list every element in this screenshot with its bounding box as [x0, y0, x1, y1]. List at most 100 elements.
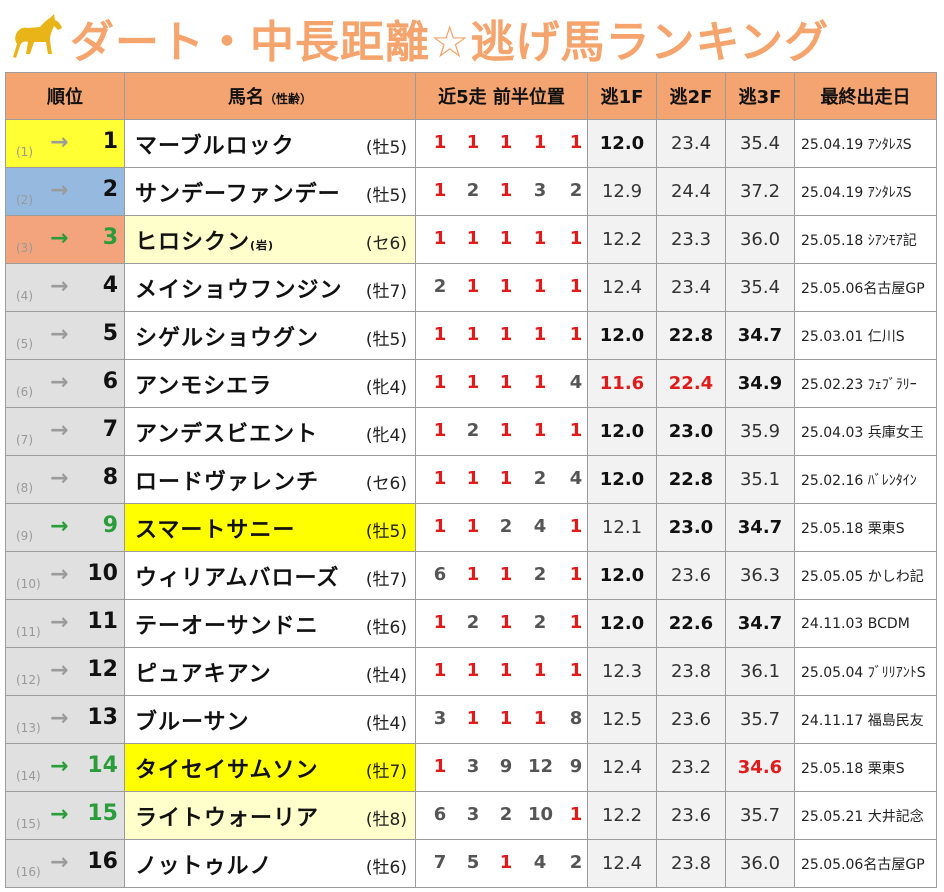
header-row: 順位 馬名（性齢） 近5走 前半位置 逃1F 逃2F 逃3F 最終出走日	[5, 72, 937, 120]
positions-cell: 1 3 9 12 9	[415, 743, 588, 792]
arrow-icon: →	[50, 274, 69, 299]
rank-cell: (4) → 4	[5, 263, 125, 312]
horse-name: タイセイサムソン	[135, 758, 319, 783]
horse-name: アンモシエラ	[135, 374, 273, 399]
f3-time: 34.9	[725, 359, 795, 408]
f2-time: 22.8	[656, 311, 726, 360]
position-value: 1	[499, 372, 513, 393]
table-row: (12) → 12 ピュアキアン (牡4) 1 1 1 1 1 12.3 23.8 36.1 25.05.…	[5, 647, 937, 696]
sex-age: (牡6)	[365, 618, 407, 638]
last-race: 25.02.16 ﾊﾞﾚﾝﾀｲﾝ	[794, 455, 937, 504]
horse-name-cell: ヒロシクン(岩) (セ6)	[124, 215, 416, 264]
table-row: (13) → 13 ブルーサン (牡4) 3 1 1 1 8 12.5 23.6 35.7 24.11.1…	[5, 695, 937, 744]
rank-cell: (6) → 6	[5, 359, 125, 408]
position-value: 1	[433, 468, 447, 489]
last-race: 25.05.18 栗東S	[794, 743, 937, 792]
position-value: 1	[569, 660, 583, 681]
table-row: (1) → 1 マーブルロック (牡5) 1 1 1 1 1 12.0 23.4 35.4 25.04.1…	[5, 119, 937, 168]
previous-rank: (1)	[16, 145, 33, 159]
arrow-icon: →	[50, 754, 69, 779]
horse-name: アンデスビエント	[135, 422, 319, 447]
position-value: 2	[499, 804, 513, 825]
horse-name: ウィリアムバローズ	[135, 566, 340, 591]
last-race: 25.03.01 仁川S	[794, 311, 937, 360]
f1-time: 12.0	[587, 599, 657, 648]
f2-time: 23.4	[656, 119, 726, 168]
table-row: (4) → 4 メイショウフンジン (牡7) 2 1 1 1 1 12.4 23.4 35.4 25.05…	[5, 263, 937, 312]
position-value: 2	[499, 516, 513, 537]
previous-rank: (6)	[16, 385, 33, 399]
arrow-icon: →	[50, 658, 69, 683]
horse-name-cell: ライトウォーリア (牡8)	[124, 791, 416, 840]
f2-time: 23.8	[656, 839, 726, 888]
header-name: 馬名（性齢）	[124, 72, 416, 120]
horse-name: スマートサニー	[135, 518, 296, 543]
f1-time: 12.2	[587, 791, 657, 840]
position-value: 1	[569, 420, 583, 441]
ranking-table: 順位 馬名（性齢） 近5走 前半位置 逃1F 逃2F 逃3F 最終出走日 (1)…	[5, 72, 937, 888]
f1-time: 12.0	[587, 551, 657, 600]
last-race: 25.05.04 ﾌﾞﾘﾘｱﾝﾄS	[794, 647, 937, 696]
previous-rank: (2)	[16, 193, 33, 207]
position-value: 9	[499, 756, 513, 777]
position-value: 2	[569, 852, 583, 873]
position-value: 4	[533, 852, 547, 873]
position-value: 1	[466, 564, 480, 585]
horse-name-cell: ロードヴァレンチ (セ6)	[124, 455, 416, 504]
arrow-icon: →	[50, 802, 69, 827]
position-value: 1	[569, 804, 583, 825]
f3-time: 36.1	[725, 647, 795, 696]
position-value: 1	[569, 228, 583, 249]
table-row: (6) → 6 アンモシエラ (牝4) 1 1 1 1 4 11.6 22.4 34.9 25.02.23…	[5, 359, 937, 408]
f1-time: 12.0	[587, 407, 657, 456]
rank-number: 13	[87, 705, 118, 730]
table-row: (7) → 7 アンデスビエント (牝4) 1 2 1 1 1 12.0 23.0 35.9 25.04.…	[5, 407, 937, 456]
horse-icon	[13, 14, 62, 58]
previous-rank: (14)	[16, 769, 41, 783]
f2-time: 22.8	[656, 455, 726, 504]
f2-time: 23.0	[656, 407, 726, 456]
position-value: 1	[499, 468, 513, 489]
header-f3: 逃3F	[725, 72, 795, 120]
f2-time: 22.6	[656, 599, 726, 648]
position-value: 6	[433, 804, 447, 825]
f1-time: 12.5	[587, 695, 657, 744]
horse-name-cell: スマートサニー (牡5)	[124, 503, 416, 552]
position-value: 1	[499, 276, 513, 297]
position-value: 12	[528, 756, 554, 777]
rank-number: 3	[102, 225, 118, 250]
position-value: 1	[533, 276, 547, 297]
arrow-icon: →	[50, 466, 69, 491]
f1-time: 11.6	[587, 359, 657, 408]
header-last-race: 最終出走日	[794, 72, 937, 120]
rank-number: 16	[87, 849, 118, 874]
table-row: (10) → 10 ウィリアムバローズ (牡7) 6 1 1 2 1 12.0 23.6 36.3 25.…	[5, 551, 937, 600]
f3-time: 34.7	[725, 311, 795, 360]
f3-time: 35.1	[725, 455, 795, 504]
previous-rank: (11)	[16, 625, 41, 639]
position-value: 1	[499, 180, 513, 201]
rank-cell: (9) → 9	[5, 503, 125, 552]
horse-name: ノットゥルノ	[135, 854, 273, 879]
arrow-icon: →	[50, 178, 69, 203]
previous-rank: (9)	[16, 529, 33, 543]
sex-age: (牝4)	[365, 378, 407, 398]
position-value: 1	[433, 756, 447, 777]
position-value: 1	[433, 516, 447, 537]
position-value: 1	[466, 132, 480, 153]
previous-rank: (12)	[16, 673, 41, 687]
f3-time: 35.4	[725, 119, 795, 168]
rank-cell: (15) → 15	[5, 791, 125, 840]
previous-rank: (13)	[16, 721, 41, 735]
horse-name-cell: ブルーサン (牡4)	[124, 695, 416, 744]
position-value: 7	[433, 852, 447, 873]
sex-age: (牡5)	[365, 522, 407, 542]
last-race: 25.04.03 兵庫女王	[794, 407, 937, 456]
horse-name-cell: アンデスビエント (牝4)	[124, 407, 416, 456]
f1-time: 12.3	[587, 647, 657, 696]
